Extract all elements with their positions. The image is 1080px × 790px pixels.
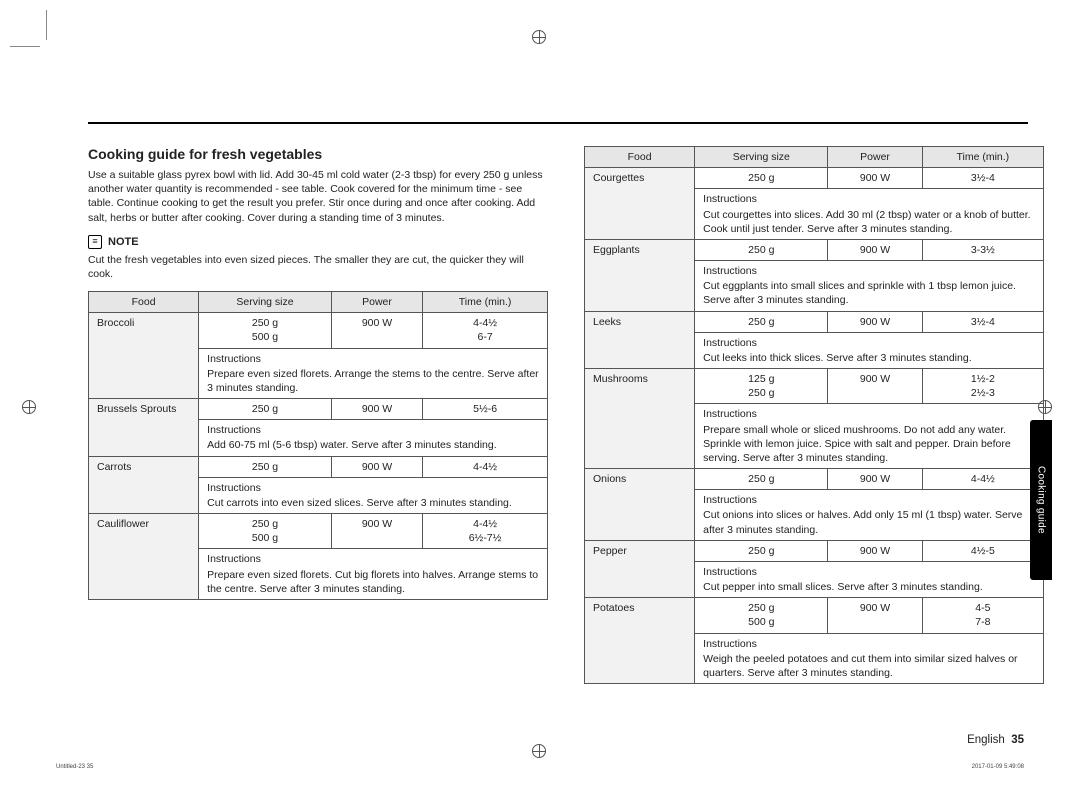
cell-instructions: InstructionsCut leeks into thick slices.… xyxy=(695,332,1044,368)
cell-instructions: InstructionsCut onions into slices or ha… xyxy=(695,490,1044,541)
footer-lang: English xyxy=(967,734,1005,746)
table-header-row: Food Serving size Power Time (min.) xyxy=(89,292,548,313)
cell-power: 900 W xyxy=(828,469,922,490)
cell-time: 4-4½6-7 xyxy=(423,313,548,348)
cell-time: 4-4½ xyxy=(922,469,1043,490)
col-food: Food xyxy=(89,292,199,313)
cell-instructions: InstructionsPrepare small whole or slice… xyxy=(695,404,1044,469)
table-row: Brussels Sprouts250 g900 W5½-6 xyxy=(89,399,548,420)
intro-text: Use a suitable glass pyrex bowl with lid… xyxy=(88,168,548,225)
cell-time: 3½-4 xyxy=(922,168,1043,189)
note-icon: ≡ xyxy=(88,235,102,249)
cell-instructions: InstructionsCut courgettes into slices. … xyxy=(695,189,1044,240)
col-serving: Serving size xyxy=(695,147,828,168)
table-row: Cauliflower250 g500 g900 W4-4½6½-7½ xyxy=(89,514,548,549)
cooking-table-left: Food Serving size Power Time (min.) Broc… xyxy=(88,291,548,600)
cell-serving: 250 g xyxy=(695,469,828,490)
cell-food: Pepper xyxy=(585,540,695,598)
right-column: Food Serving size Power Time (min.) Cour… xyxy=(584,118,1044,742)
left-column: Cooking guide for fresh vegetables Use a… xyxy=(88,118,548,742)
cell-power: 900 W xyxy=(828,311,922,332)
cell-serving: 125 g250 g xyxy=(695,369,828,404)
cell-time: 4-57-8 xyxy=(922,598,1043,633)
cell-serving: 250 g500 g xyxy=(695,598,828,633)
table-row: Eggplants250 g900 W3-3½ xyxy=(585,239,1044,260)
cell-instructions: InstructionsPrepare even sized florets. … xyxy=(199,348,548,399)
cell-food: Brussels Sprouts xyxy=(89,399,199,457)
cell-instructions: InstructionsCut pepper into small slices… xyxy=(695,561,1044,597)
cell-serving: 250 g xyxy=(199,399,332,420)
cell-food: Mushrooms xyxy=(585,369,695,469)
side-tab: Cooking guide xyxy=(1030,420,1052,580)
cell-power: 900 W xyxy=(331,514,422,549)
cell-instructions: InstructionsCut carrots into even sized … xyxy=(199,477,548,513)
page-content: Cooking guide for fresh vegetables Use a… xyxy=(88,118,1044,742)
note-heading: ≡ NOTE xyxy=(88,235,548,249)
registration-mark xyxy=(532,744,546,758)
cell-instructions: InstructionsWeigh the peeled potatoes an… xyxy=(695,633,1044,684)
cell-instructions: InstructionsCut eggplants into small sli… xyxy=(695,261,1044,312)
col-time: Time (min.) xyxy=(922,147,1043,168)
cell-power: 900 W xyxy=(828,369,922,404)
cell-time: 5½-6 xyxy=(423,399,548,420)
table-row: Potatoes250 g500 g900 W4-57-8 xyxy=(585,598,1044,633)
cell-instructions: InstructionsPrepare even sized florets. … xyxy=(199,549,548,600)
cell-time: 4-4½6½-7½ xyxy=(423,514,548,549)
cell-power: 900 W xyxy=(331,456,422,477)
note-text: Cut the fresh vegetables into even sized… xyxy=(88,253,548,281)
cell-time: 1½-22½-3 xyxy=(922,369,1043,404)
note-label: NOTE xyxy=(108,236,139,248)
cell-food: Carrots xyxy=(89,456,199,514)
table-header-row: Food Serving size Power Time (min.) xyxy=(585,147,1044,168)
col-food: Food xyxy=(585,147,695,168)
cooking-table-right: Food Serving size Power Time (min.) Cour… xyxy=(584,146,1044,684)
cell-food: Cauliflower xyxy=(89,514,199,600)
cell-food: Broccoli xyxy=(89,313,199,399)
cell-serving: 250 g xyxy=(695,540,828,561)
registration-mark xyxy=(532,30,546,44)
col-power: Power xyxy=(331,292,422,313)
cell-serving: 250 g xyxy=(695,239,828,260)
col-serving: Serving size xyxy=(199,292,332,313)
imprint-right: 2017-01-09 5:49:08 xyxy=(972,764,1024,770)
section-title: Cooking guide for fresh vegetables xyxy=(88,146,548,162)
cell-serving: 250 g500 g xyxy=(199,514,332,549)
cell-time: 4½-5 xyxy=(922,540,1043,561)
cell-food: Courgettes xyxy=(585,168,695,240)
cell-power: 900 W xyxy=(828,540,922,561)
col-time: Time (min.) xyxy=(423,292,548,313)
footer-page: 35 xyxy=(1011,734,1024,746)
cell-serving: 250 g xyxy=(695,311,828,332)
col-power: Power xyxy=(828,147,922,168)
cell-power: 900 W xyxy=(828,598,922,633)
cell-time: 3-3½ xyxy=(922,239,1043,260)
crop-mark xyxy=(10,46,40,47)
table-row: Broccoli250 g500 g900 W4-4½6-7 xyxy=(89,313,548,348)
cell-serving: 250 g xyxy=(199,456,332,477)
cell-food: Onions xyxy=(585,469,695,541)
cell-power: 900 W xyxy=(828,239,922,260)
cell-serving: 250 g xyxy=(695,168,828,189)
imprint-left: Untitled-23 35 xyxy=(56,764,93,770)
cell-food: Potatoes xyxy=(585,598,695,684)
cell-time: 3½-4 xyxy=(922,311,1043,332)
cell-power: 900 W xyxy=(331,399,422,420)
cell-food: Leeks xyxy=(585,311,695,369)
table-row: Leeks250 g900 W3½-4 xyxy=(585,311,1044,332)
cell-power: 900 W xyxy=(828,168,922,189)
cell-instructions: InstructionsAdd 60-75 ml (5-6 tbsp) wate… xyxy=(199,420,548,456)
table-row: Carrots250 g900 W4-4½ xyxy=(89,456,548,477)
page-footer: English 35 xyxy=(967,734,1024,746)
registration-mark xyxy=(22,400,36,414)
table-row: Courgettes250 g900 W3½-4 xyxy=(585,168,1044,189)
table-row: Onions250 g900 W4-4½ xyxy=(585,469,1044,490)
cell-time: 4-4½ xyxy=(423,456,548,477)
cell-serving: 250 g500 g xyxy=(199,313,332,348)
cell-food: Eggplants xyxy=(585,239,695,311)
table-row: Pepper250 g900 W4½-5 xyxy=(585,540,1044,561)
table-row: Mushrooms125 g250 g900 W1½-22½-3 xyxy=(585,369,1044,404)
cell-power: 900 W xyxy=(331,313,422,348)
crop-mark xyxy=(46,10,47,40)
